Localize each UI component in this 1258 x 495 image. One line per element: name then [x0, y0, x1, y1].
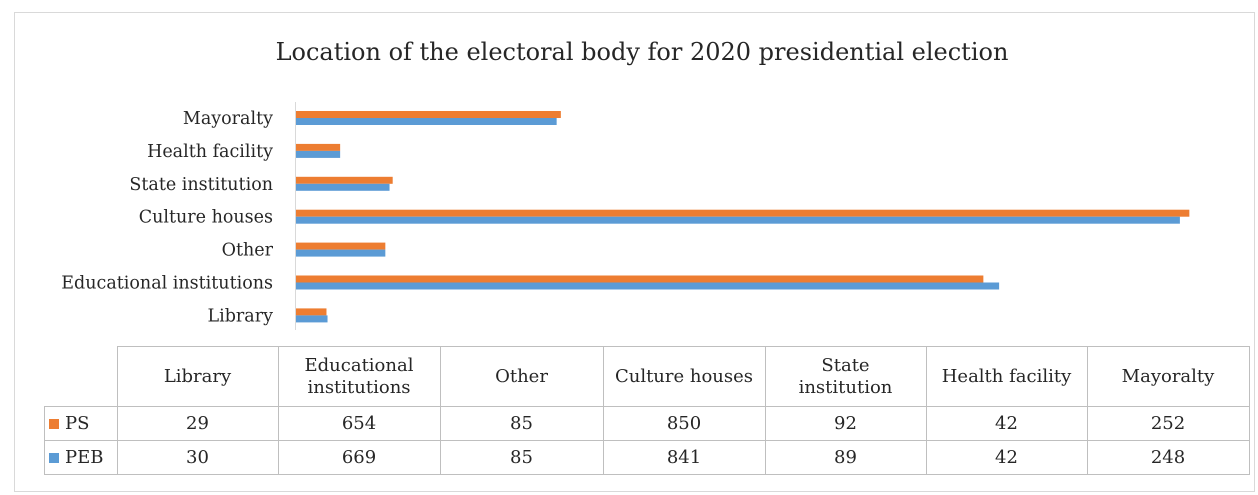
bar-ps: [296, 209, 1190, 217]
bar-peb: [296, 315, 328, 323]
bar-ps: [296, 111, 561, 118]
legend-key-cell: PEB: [44, 440, 118, 475]
category-label: Mayoralty: [183, 109, 273, 129]
table-value-cell: 850: [602, 406, 766, 441]
table-header-cell: Other: [439, 346, 604, 407]
category-label: State institution: [129, 175, 273, 195]
table-header-cell: Mayoralty: [1086, 346, 1250, 407]
table-value-cell: 85: [439, 440, 604, 475]
table-value-cell: 654: [277, 406, 441, 441]
bar-ps: [296, 275, 984, 283]
table-row: PEB 30 669 85 841 89 42 248: [44, 440, 1250, 475]
table-value-cell: 42: [925, 440, 1088, 475]
table-header-cell: State institution: [764, 346, 927, 407]
table-value-cell: 30: [116, 440, 279, 475]
category-label: Culture houses: [139, 208, 273, 228]
category-label: Library: [208, 306, 274, 326]
table-value-cell: 89: [764, 440, 927, 475]
table-value-cell: 42: [925, 406, 1088, 441]
table-header-cell: Library: [116, 346, 279, 407]
legend-swatch: [49, 452, 59, 463]
table-value-cell: 29: [116, 406, 279, 441]
table-value-cell: 669: [277, 440, 441, 475]
table-header-cell: Educational institutions: [277, 346, 441, 407]
table-header-cell: Health facility: [925, 346, 1088, 407]
table-corner: [44, 346, 118, 407]
bar-ps: [296, 308, 327, 316]
category-label: Educational institutions: [61, 274, 273, 294]
category-label: Other: [222, 241, 274, 261]
category-label: Health facility: [147, 142, 273, 162]
bar-ps: [296, 143, 341, 151]
legend-key-cell: PS: [44, 406, 118, 441]
table-value-cell: 85: [439, 406, 604, 441]
bar-peb: [296, 118, 557, 125]
table-row: PS 29 654 85 850 92 42 252: [44, 406, 1250, 441]
table-value-cell: 841: [602, 440, 766, 475]
bar-peb: [296, 249, 386, 257]
bar-peb: [296, 282, 1000, 290]
table-value-cell: 92: [764, 406, 927, 441]
bar-peb: [296, 150, 341, 158]
table-value-cell: 252: [1086, 406, 1250, 441]
table-header-cell: Culture houses: [602, 346, 766, 407]
table-value-cell: 248: [1086, 440, 1250, 475]
legend-swatch: [49, 418, 59, 429]
bar-ps: [296, 176, 393, 184]
data-table: Library Educational institutions Other Cultu…: [44, 346, 1250, 475]
chart-frame: [14, 12, 1255, 492]
series-name: PEB: [65, 446, 104, 468]
bar-ps: [296, 242, 386, 250]
bar-peb: [296, 183, 390, 191]
bar-peb: [296, 216, 1180, 224]
series-name: PS: [65, 412, 90, 434]
chart-title: Location of the electoral body for 2020 …: [275, 38, 1009, 66]
